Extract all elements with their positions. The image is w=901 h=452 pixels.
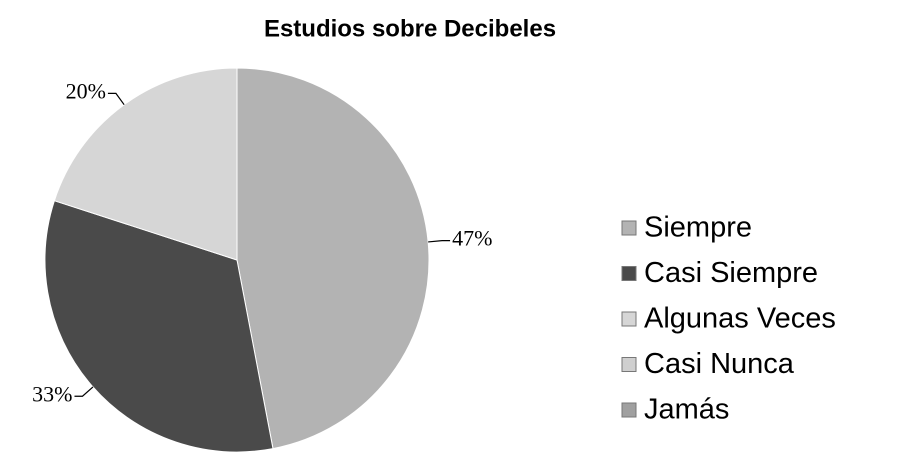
legend-label: Algunas Veces <box>644 303 836 335</box>
legend-marker <box>621 311 637 327</box>
data-label: 20% <box>66 78 106 103</box>
legend-marker <box>621 220 637 236</box>
legend-marker <box>621 402 637 418</box>
legend-label: Casi Nunca <box>644 348 795 380</box>
legend-label: Casi Siempre <box>644 257 818 289</box>
chart-title: Estudios sobre Decibeles <box>264 15 556 42</box>
data-label: 33% <box>32 381 72 406</box>
legend-marker <box>621 266 637 281</box>
leader-line <box>74 386 94 397</box>
leader-line <box>428 240 451 243</box>
pie-slice <box>236 67 430 450</box>
legend-label: Jamás <box>644 394 729 426</box>
pie-slice <box>44 200 274 452</box>
leader-line <box>107 92 125 106</box>
pie-slice <box>53 67 238 261</box>
legend-label: Siempre <box>644 212 752 244</box>
legend-marker <box>621 357 637 372</box>
data-label: 47% <box>452 226 492 251</box>
